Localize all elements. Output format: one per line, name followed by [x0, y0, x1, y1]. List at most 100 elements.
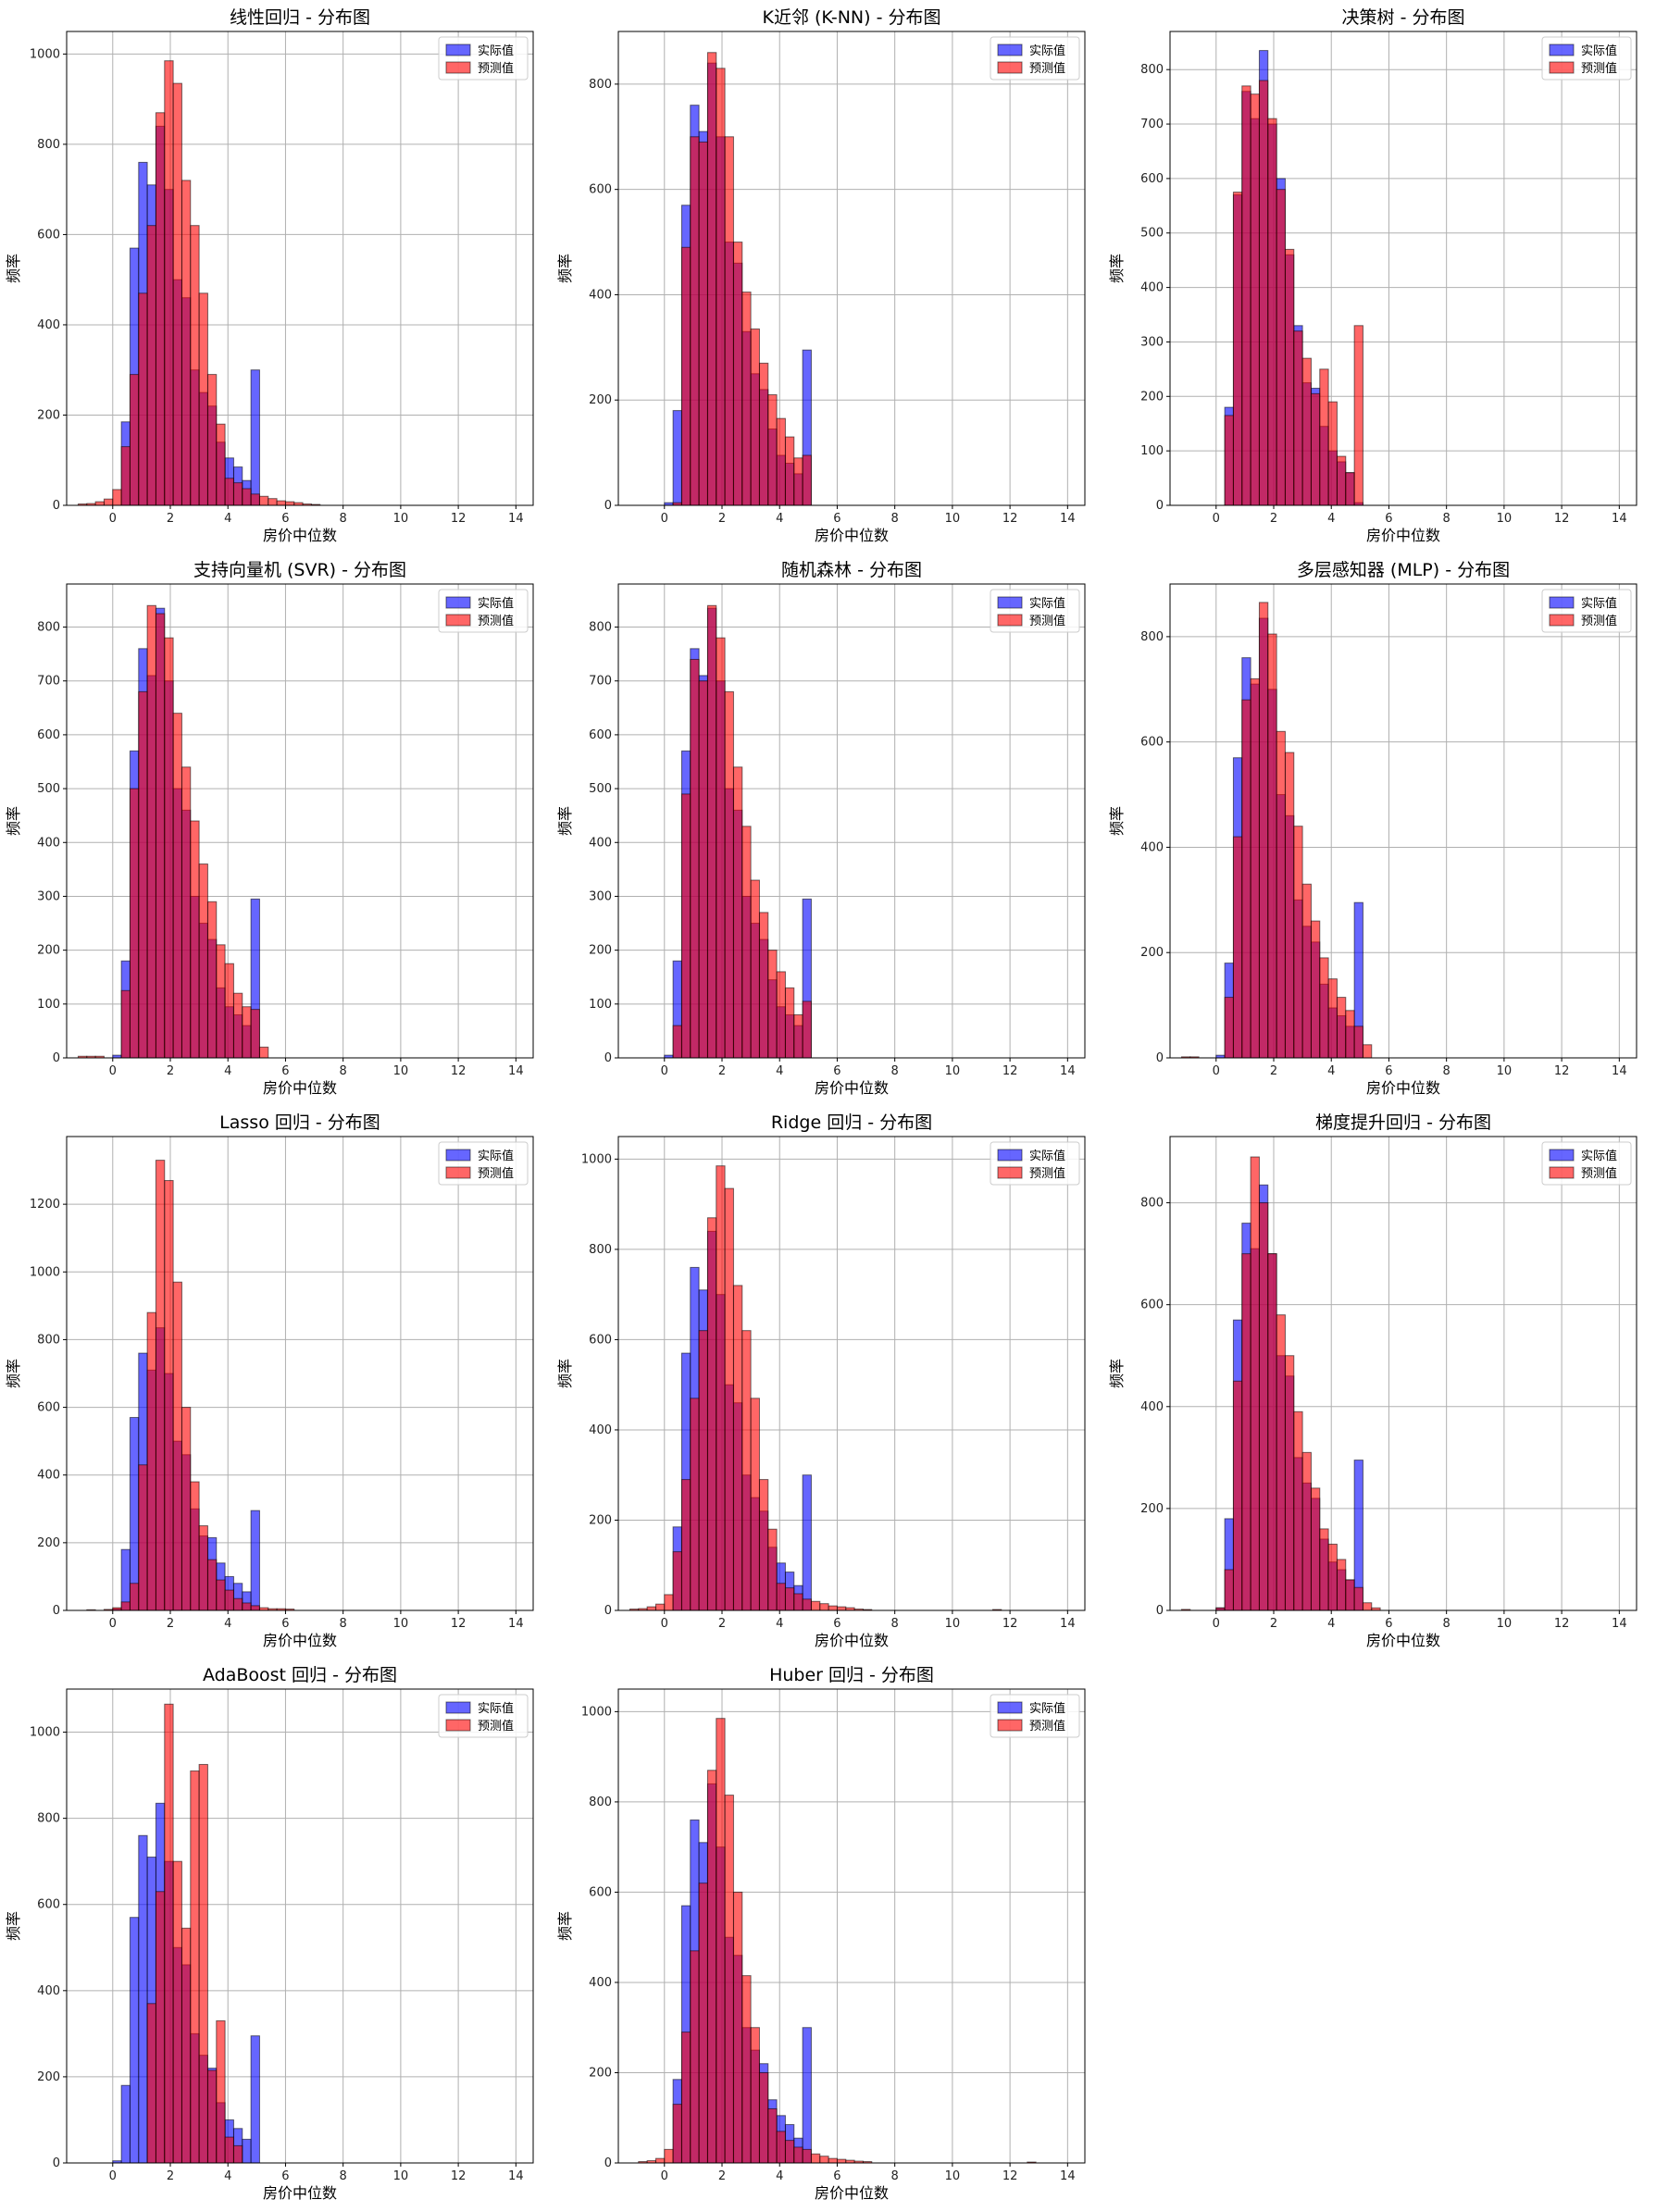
bar-predicted — [1241, 1253, 1251, 1611]
bar-predicted — [1293, 826, 1303, 1059]
bar-predicted — [1276, 189, 1286, 506]
bar-predicted — [250, 1009, 260, 1059]
y-tick-label: 0 — [604, 1604, 612, 1618]
bar-actual — [120, 1548, 131, 1611]
y-axis-label: 频率 — [556, 1911, 574, 1941]
x-tick-label: 4 — [776, 1617, 783, 1631]
x-tick-label: 12 — [451, 1617, 467, 1631]
bar-predicted — [1310, 1487, 1321, 1611]
chart-title: 多层感知器 (MLP) - 分布图 — [1297, 560, 1510, 580]
y-axis-label: 频率 — [5, 806, 22, 836]
y-tick-label: 600 — [37, 728, 60, 742]
histogram-svg: 0 2 4 6 8 10 12 14 0 200 400 600 800 1000 线性回归 - 分布图房价… — [5, 7, 534, 544]
bar-predicted — [1319, 368, 1329, 506]
legend-swatch-predicted — [997, 61, 1023, 74]
bar-predicted — [1250, 677, 1260, 1059]
x-tick-label: 6 — [1385, 1064, 1392, 1078]
bar-predicted — [741, 1330, 752, 1611]
bar-predicted — [706, 1217, 717, 1611]
x-tick-label: 2 — [718, 512, 726, 526]
bar-predicted — [94, 501, 105, 506]
x-tick-label: 8 — [891, 1617, 899, 1631]
bar-actual — [129, 1417, 140, 1611]
bar-predicted — [164, 1180, 174, 1611]
bar-predicted — [664, 1594, 674, 1611]
x-axis-label: 房价中位数 — [815, 1079, 889, 1097]
x-tick-label: 4 — [1327, 512, 1335, 526]
y-tick-label: 800 — [1140, 630, 1164, 644]
legend-label-predicted: 预测值 — [478, 614, 514, 628]
x-tick-label: 2 — [718, 2169, 726, 2183]
bar-predicted — [1232, 192, 1243, 506]
bar-predicted — [198, 864, 208, 1059]
chart-title: 梯度提升回归 - 分布图 — [1315, 1112, 1491, 1133]
x-tick-label: 12 — [451, 1064, 467, 1078]
bar-predicted — [741, 826, 752, 1059]
x-axis-label: 房价中位数 — [1366, 527, 1440, 544]
y-axis-label: 频率 — [5, 1911, 22, 1941]
y-tick-label: 600 — [1140, 1299, 1164, 1312]
bar-predicted — [1293, 1410, 1303, 1611]
bar-predicted — [190, 1770, 200, 2164]
chart-panel-gradient-boosting: 0 2 4 6 8 10 12 14 0 200 400 600 800 梯度提升回归 - 分布图 房价中位… — [1103, 1105, 1655, 1658]
y-tick-label: 200 — [1140, 390, 1164, 404]
x-tick-label: 4 — [224, 512, 231, 526]
bar-predicted — [750, 1398, 760, 1611]
histogram-svg: 0 2 4 6 8 10 12 14 0 100 200 300 400 500 600 700 800 支持向量… — [5, 560, 534, 1097]
bar-predicted — [784, 987, 795, 1059]
y-tick-label: 1200 — [30, 1198, 60, 1212]
bar-predicted — [129, 1583, 140, 1611]
x-tick-label: 10 — [393, 1064, 409, 1078]
y-tick-label: 500 — [37, 782, 60, 796]
bar-predicted — [138, 690, 148, 1059]
bar-predicted — [1301, 883, 1312, 1059]
x-tick-label: 0 — [109, 512, 117, 526]
bar-predicted — [793, 1593, 803, 1611]
bar-actual — [138, 1834, 148, 2164]
bar-predicted — [1284, 752, 1295, 1059]
bar-predicted — [284, 501, 295, 506]
histogram-svg: 0 2 4 6 8 10 12 14 0 200 400 600 800 1000 AdaBoost 回归 … — [5, 1665, 534, 2202]
x-tick-label: 10 — [393, 2169, 409, 2183]
bar-predicted — [776, 417, 786, 506]
x-tick-label: 6 — [833, 1064, 840, 1078]
bar-predicted — [802, 1000, 812, 1059]
legend-label-actual: 实际值 — [478, 596, 514, 611]
bar-predicted — [250, 493, 260, 506]
bar-predicted — [1267, 633, 1277, 1059]
x-tick-label: 0 — [661, 1617, 668, 1631]
bar-actual — [250, 1510, 260, 1611]
x-tick-label: 6 — [1385, 512, 1392, 526]
y-tick-label: 800 — [589, 1796, 612, 1809]
x-tick-label: 14 — [1060, 512, 1076, 526]
y-tick-label: 400 — [589, 836, 612, 850]
y-tick-label: 400 — [1140, 281, 1164, 295]
y-axis-label: 频率 — [556, 806, 574, 836]
bar-predicted — [1250, 93, 1260, 506]
x-tick-label: 6 — [281, 1064, 289, 1078]
bar-predicted — [129, 374, 140, 506]
x-tick-label: 2 — [167, 1064, 174, 1078]
y-tick-label: 400 — [589, 1976, 612, 1990]
bar-predicted — [1250, 1156, 1260, 1611]
y-tick-label: 200 — [37, 1536, 60, 1550]
legend-swatch-actual — [445, 43, 471, 56]
y-tick-label: 800 — [37, 1812, 60, 1826]
y-tick-label: 0 — [604, 2156, 612, 2170]
axes-frame — [1169, 583, 1637, 1059]
legend-swatch-predicted — [1549, 614, 1575, 627]
bar-predicted — [172, 713, 182, 1059]
y-tick-label: 1000 — [581, 1152, 612, 1166]
bar-predicted — [103, 498, 114, 506]
bar-predicted — [706, 604, 717, 1059]
bar-predicted — [1276, 1314, 1286, 1611]
bar-predicted — [698, 1330, 708, 1611]
bar-predicted — [680, 2032, 691, 2164]
x-tick-label: 8 — [340, 1617, 347, 1631]
y-tick-label: 300 — [589, 889, 612, 903]
ticks: 0 2 4 6 8 10 12 14 0 200 400 600 800 — [1140, 630, 1626, 1078]
x-axis-label: 房价中位数 — [815, 1632, 889, 1649]
